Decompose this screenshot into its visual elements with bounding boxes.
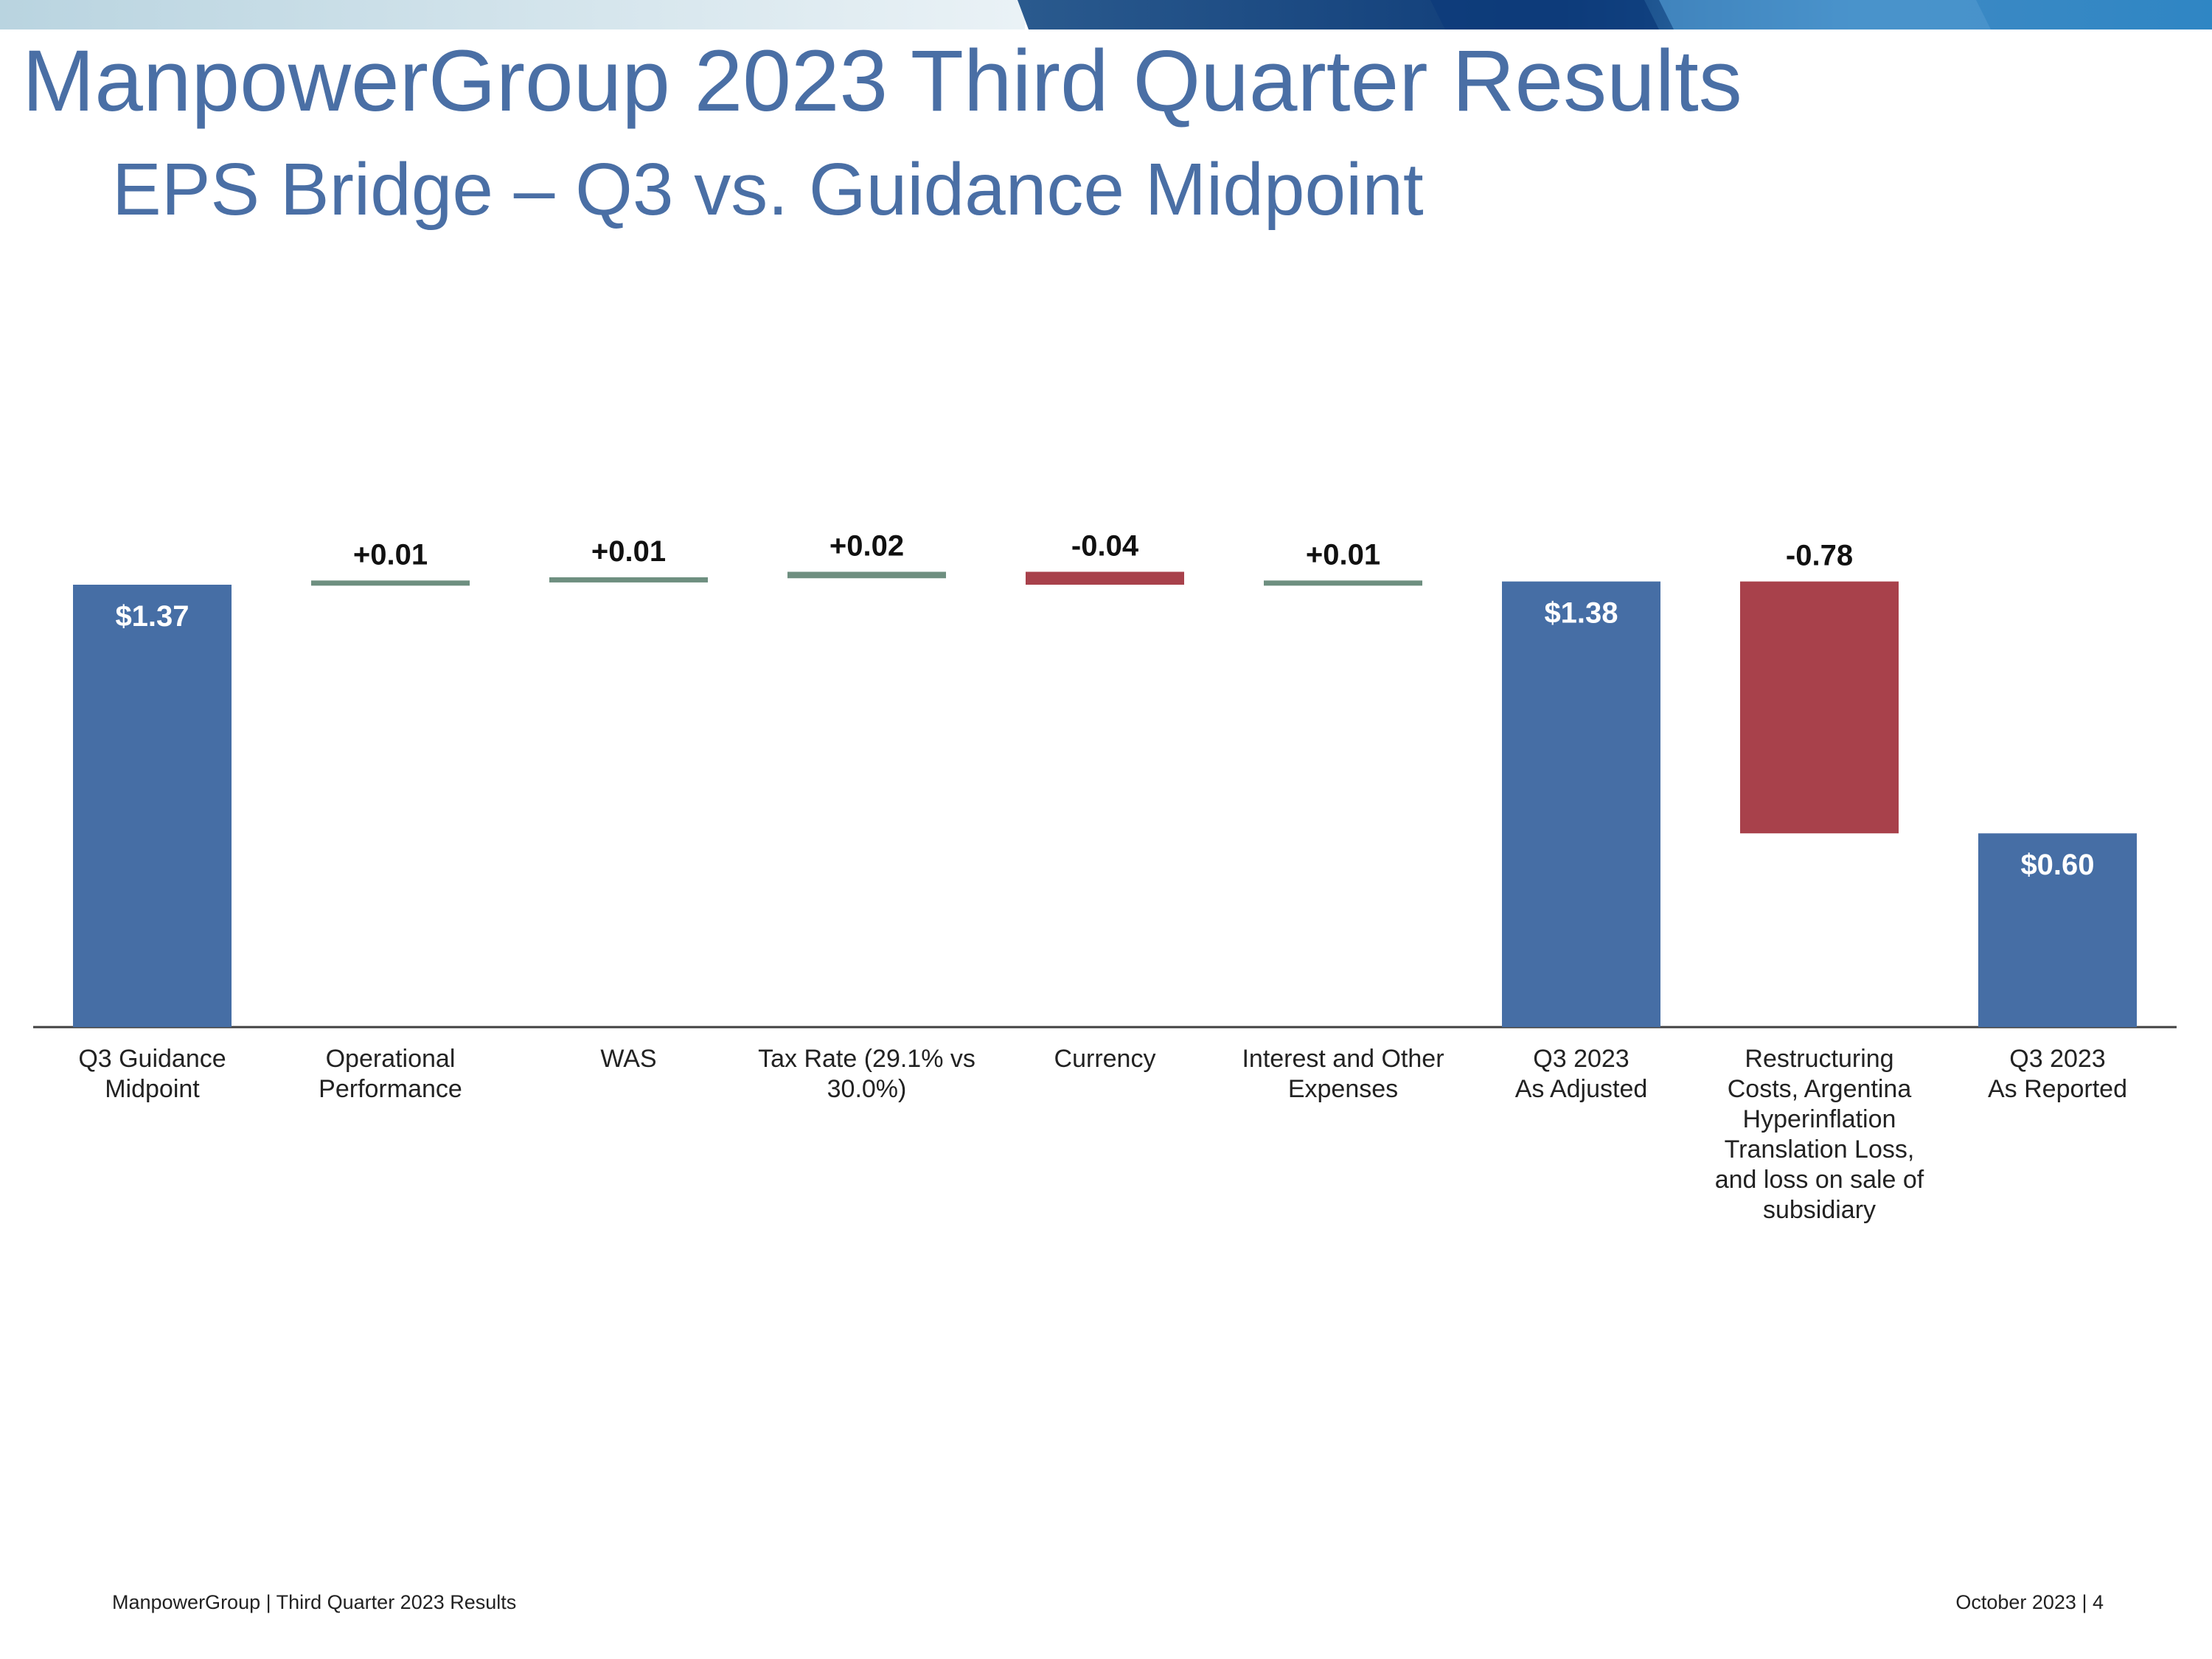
bar-0: [73, 585, 232, 1027]
slide-title: ManpowerGroup 2023 Third Quarter Results: [22, 32, 1742, 130]
bar-5: [1264, 580, 1422, 586]
bar-1: [311, 580, 470, 586]
category-label-4: Currency: [1054, 1045, 1156, 1073]
slide-subtitle: EPS Bridge – Q3 vs. Guidance Midpoint: [112, 148, 1424, 231]
bar-3: [787, 571, 946, 579]
data-label-0: $1.37: [115, 600, 189, 633]
category-label-3: Tax Rate (29.1% vs 30.0%): [758, 1045, 975, 1103]
data-label-4: -0.04: [1071, 529, 1139, 562]
footer-right: October 2023 | 4: [1955, 1591, 2104, 1613]
header-decoration-band: [0, 0, 2212, 29]
bar-8: [1978, 833, 2137, 1027]
bar-7: [1740, 581, 1899, 834]
category-label-6: Q3 2023 As Adjusted: [1515, 1045, 1648, 1103]
data-label-3: +0.02: [830, 529, 904, 562]
category-label-1: Operational Performance: [319, 1045, 462, 1103]
data-label-1: +0.01: [353, 538, 428, 571]
data-label-7: -0.78: [1786, 540, 1853, 572]
data-label-5: +0.01: [1306, 538, 1380, 571]
data-label-2: +0.01: [591, 535, 666, 568]
category-label-0: Q3 Guidance Midpoint: [78, 1045, 226, 1103]
bar-2: [549, 577, 708, 582]
category-label-7: Restructuring Costs, Argentina Hyperinflat…: [1715, 1045, 1924, 1224]
bar-4: [1026, 571, 1184, 585]
data-label-8: $0.60: [2020, 849, 2094, 881]
category-label-2: WAS: [600, 1045, 656, 1073]
bar-6: [1502, 581, 1660, 1027]
category-label-5: Interest and Other Expenses: [1242, 1045, 1444, 1103]
footer-left: ManpowerGroup | Third Quarter 2023 Resul…: [112, 1591, 517, 1613]
data-label-6: $1.38: [1544, 597, 1618, 630]
category-label-8: Q3 2023 As Reported: [1988, 1045, 2127, 1103]
